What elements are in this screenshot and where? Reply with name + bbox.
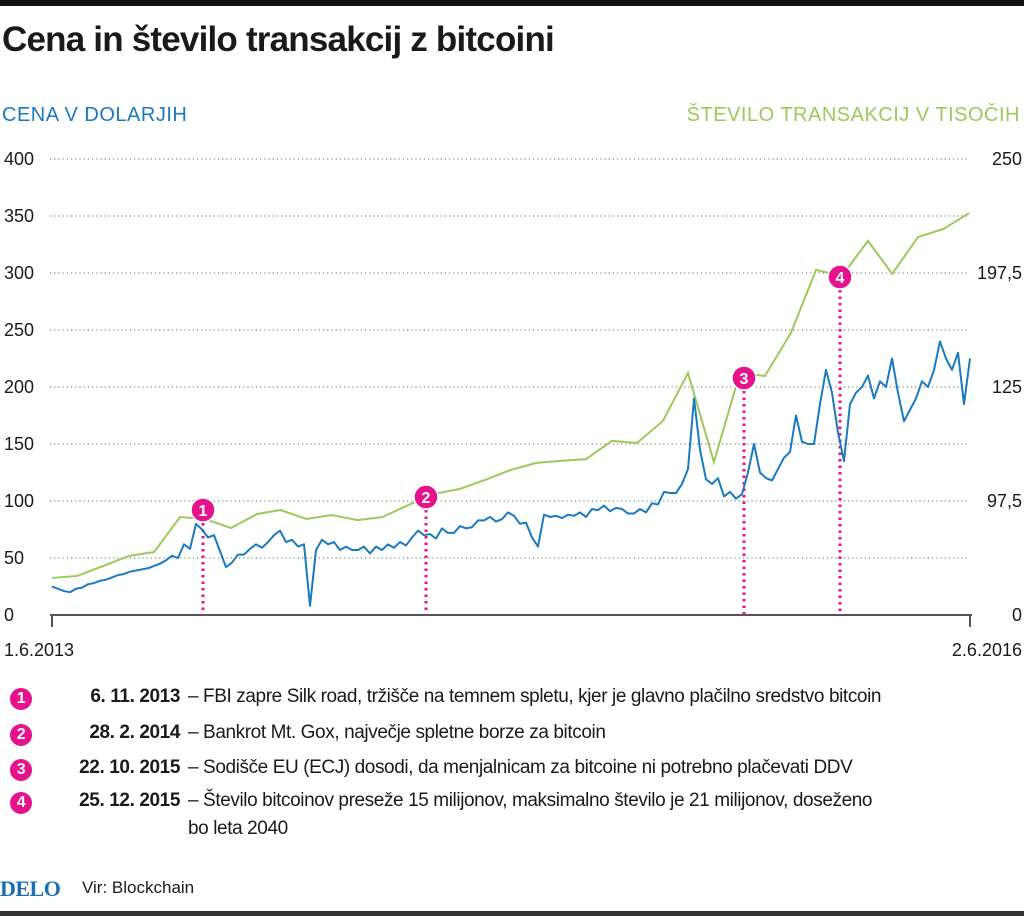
- event-text: – FBI zapre Silk road, tržišče na temnem…: [188, 686, 882, 707]
- event-marker: [413, 484, 439, 510]
- source-note: Vir: Blockchain: [82, 878, 195, 897]
- left-tick-label: 350: [4, 206, 34, 226]
- event-text: – Sodišče EU (ECJ) dosodi, da menjalnica…: [188, 757, 853, 778]
- event-marker-number: 2: [422, 490, 431, 507]
- event-marker-number: 4: [836, 270, 845, 287]
- left-tick-label: 300: [4, 263, 34, 283]
- event-date: 6. 11. 2013: [90, 686, 180, 707]
- event-text: bo leta 2040: [188, 818, 288, 839]
- right-axis-label: ŠTEVILO TRANSAKCIJ V TISOČIH: [686, 104, 1020, 126]
- event-date: 28. 2. 2014: [89, 722, 180, 743]
- event-badge: 1: [10, 688, 32, 710]
- right-tick-label: 197,5: [977, 263, 1022, 283]
- event-marker: [190, 497, 216, 523]
- event-date: 25. 12. 2015: [79, 790, 180, 811]
- event-badge: 2: [10, 724, 32, 746]
- right-tick-label: 125: [992, 377, 1022, 397]
- event-marker: [827, 264, 853, 290]
- bottom-rule: [0, 911, 1024, 916]
- right-tick-label: 250: [992, 149, 1022, 169]
- left-tick-label: 50: [4, 548, 24, 568]
- event-marker-number: 1: [199, 503, 208, 520]
- x-tick-label-start: 1.6.2013: [4, 640, 74, 660]
- event-badge: 3: [10, 759, 32, 781]
- left-tick-label: 0: [4, 605, 14, 625]
- left-tick-label: 250: [4, 320, 34, 340]
- chart-plot: 0 50 100 150 200 250 300 350 400 0 97,5 125 197,5 250…: [4, 149, 1022, 660]
- left-tick-label: 400: [4, 149, 34, 169]
- delo-logo: DELO: [0, 876, 61, 901]
- event-marker: [731, 365, 757, 391]
- event-badge: 4: [10, 792, 32, 814]
- chart-title: Cena in število transakcij z bitcoini: [2, 20, 555, 59]
- event-text: – Bankrot Mt. Gox, največje spletne borz…: [188, 722, 606, 743]
- right-tick-label: 97,5: [987, 491, 1022, 511]
- top-rule: [0, 0, 1024, 6]
- event-text: – Število bitcoinov preseže 15 milijonov…: [188, 790, 873, 811]
- price-line: [51, 340, 971, 607]
- left-axis-label: CENA V DOLARJIH: [2, 104, 188, 126]
- right-tick-label: 0: [1012, 605, 1022, 625]
- left-tick-label: 150: [4, 434, 34, 454]
- left-tick-label: 100: [4, 491, 34, 511]
- event-date: 22. 10. 2015: [79, 757, 180, 778]
- left-tick-label: 200: [4, 377, 34, 397]
- event-marker-number: 3: [740, 371, 749, 388]
- x-tick-label-end: 2.6.2016: [952, 640, 1022, 660]
